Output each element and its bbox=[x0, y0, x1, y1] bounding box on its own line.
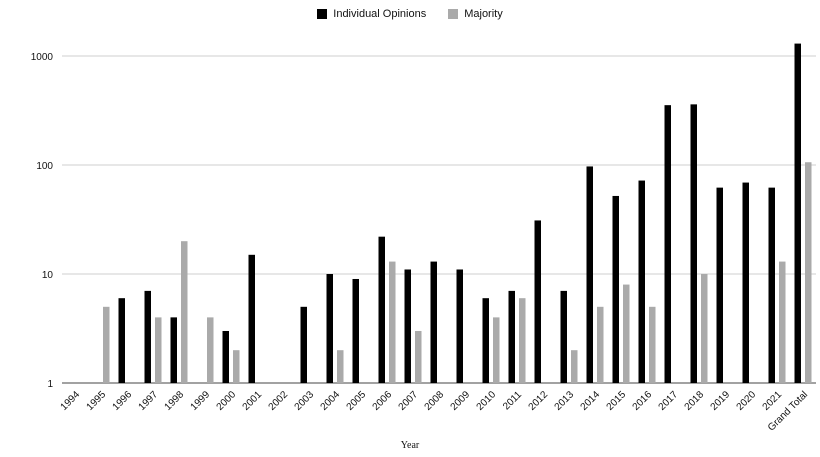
bar-individual-opinions bbox=[534, 220, 541, 383]
x-tick-label: 2007 bbox=[397, 389, 421, 413]
x-tick-label: 2011 bbox=[501, 389, 524, 412]
x-tick-label: 2008 bbox=[423, 389, 447, 413]
bar-individual-opinions bbox=[118, 298, 125, 383]
bar-individual-opinions bbox=[378, 236, 385, 383]
bar-individual-opinions bbox=[716, 187, 723, 383]
y-tick-label: 100 bbox=[36, 161, 53, 172]
x-tick-label: 2014 bbox=[579, 389, 603, 413]
bar-majority bbox=[181, 241, 188, 383]
bar-majority bbox=[389, 261, 396, 383]
bar-individual-opinions bbox=[326, 274, 333, 383]
bar-individual-opinions bbox=[144, 290, 151, 383]
x-tick-label: 2021 bbox=[761, 389, 785, 413]
bar-individual-opinions bbox=[248, 254, 255, 383]
bar-majority bbox=[337, 350, 344, 383]
y-tick-label: 1000 bbox=[31, 52, 54, 63]
bar-individual-opinions bbox=[300, 306, 307, 383]
bar-individual-opinions bbox=[612, 195, 619, 383]
legend-swatch-majority bbox=[448, 9, 459, 19]
bar-individual-opinions bbox=[664, 105, 671, 384]
x-tick-label: 2006 bbox=[371, 389, 395, 413]
x-tick-label: 1994 bbox=[59, 389, 83, 413]
bar-individual-opinions bbox=[508, 290, 515, 383]
x-tick-label: 2010 bbox=[475, 389, 499, 413]
x-tick-label: 1995 bbox=[85, 389, 109, 413]
y-tick-label: 1 bbox=[47, 379, 53, 390]
x-tick-label: 2019 bbox=[709, 389, 733, 413]
x-tick-label: 2020 bbox=[735, 389, 759, 413]
legend-label-majority: Majority bbox=[464, 8, 503, 20]
x-tick-label: 1999 bbox=[189, 389, 213, 413]
x-tick-label: 2012 bbox=[527, 389, 551, 413]
x-tick-label: 2015 bbox=[605, 389, 629, 413]
x-tick-label: 2002 bbox=[267, 389, 291, 413]
bar-majority bbox=[233, 350, 240, 383]
bar-majority bbox=[519, 298, 526, 383]
bar-majority bbox=[623, 284, 630, 383]
bar-individual-opinions bbox=[482, 298, 489, 383]
legend-item-majority: Majority bbox=[448, 8, 503, 20]
x-tick-label: 2018 bbox=[683, 389, 707, 413]
x-axis-title: Year bbox=[400, 440, 420, 451]
bar-individual-opinions bbox=[586, 166, 593, 383]
y-tick-label: 10 bbox=[42, 270, 54, 281]
x-tick-label: 2000 bbox=[215, 389, 239, 413]
bar-majority bbox=[103, 306, 110, 383]
x-tick-label: 1997 bbox=[137, 389, 161, 413]
bar-majority bbox=[415, 330, 422, 383]
bar-individual-opinions bbox=[638, 180, 645, 383]
bar-majority bbox=[493, 317, 500, 383]
x-tick-label: 2004 bbox=[319, 389, 343, 413]
x-tick-label: 2017 bbox=[657, 389, 681, 413]
bar-individual-opinions bbox=[430, 261, 437, 383]
x-tick-label: 2009 bbox=[449, 389, 473, 413]
bar-individual-opinions bbox=[742, 182, 749, 383]
bar-majority bbox=[701, 274, 708, 383]
x-tick-label: 1996 bbox=[111, 389, 135, 413]
bar-majority bbox=[649, 306, 656, 383]
bar-individual-opinions bbox=[690, 104, 697, 383]
legend-label-individual-opinions: Individual Opinions bbox=[333, 8, 427, 20]
bar-majority bbox=[155, 317, 162, 383]
legend-swatch-individual-opinions bbox=[317, 9, 328, 19]
x-tick-label: 2003 bbox=[293, 389, 317, 413]
bar-majority bbox=[207, 317, 214, 383]
bar-majority bbox=[805, 162, 812, 383]
bar-individual-opinions bbox=[170, 317, 177, 383]
bar-individual-opinions bbox=[404, 269, 411, 383]
bar-majority bbox=[597, 306, 604, 383]
legend-item-individual-opinions: Individual Opinions bbox=[317, 8, 426, 20]
bar-individual-opinions bbox=[794, 43, 801, 384]
bar-majority bbox=[571, 350, 578, 383]
x-tick-label: 1998 bbox=[163, 389, 187, 413]
x-tick-label: 2001 bbox=[241, 389, 265, 413]
bar-individual-opinions bbox=[560, 290, 567, 383]
x-tick-label: 2016 bbox=[631, 389, 655, 413]
x-tick-label: 2005 bbox=[345, 389, 369, 413]
bar-individual-opinions bbox=[222, 330, 229, 383]
x-tick-label: 2013 bbox=[553, 389, 577, 413]
legend: Individual Opinions Majority bbox=[0, 8, 820, 20]
bar-individual-opinions bbox=[456, 269, 463, 383]
bar-individual-opinions bbox=[352, 278, 359, 383]
bar-individual-opinions bbox=[768, 187, 775, 383]
bar-majority bbox=[779, 261, 786, 383]
